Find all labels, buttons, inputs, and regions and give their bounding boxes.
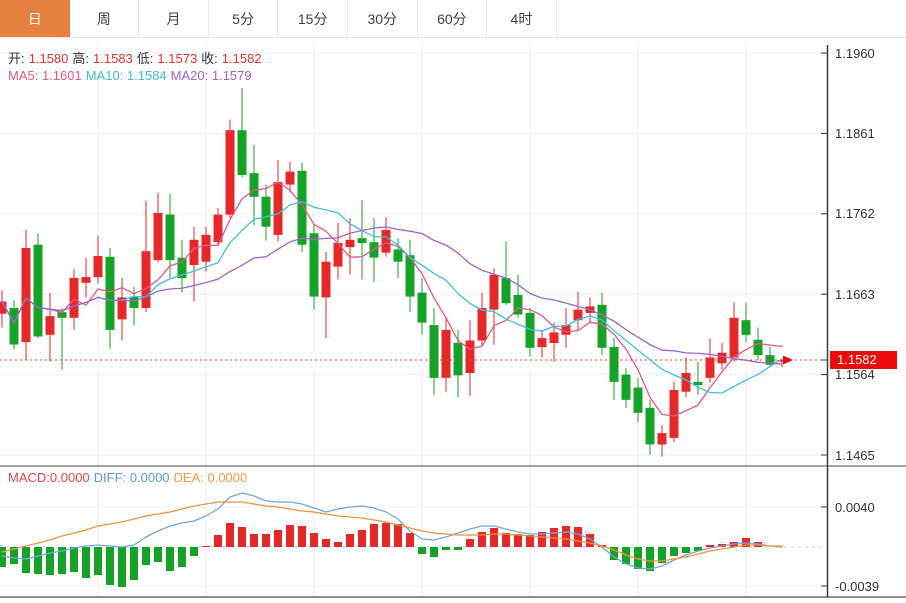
high-value: 1.1583 — [93, 51, 133, 66]
dea-value: DEA: 0.0000 — [173, 470, 248, 485]
diff-value: DIFF: 0.0000 — [93, 470, 170, 485]
candles — [0, 87, 787, 457]
grid-lines — [0, 42, 827, 597]
ma5-value: MA5: 1.1601 — [8, 68, 82, 83]
ma20-line — [1, 226, 783, 365]
low-label: 低: — [136, 51, 154, 66]
macd-tick-label-1: -0.0039 — [835, 578, 880, 594]
macd-diff-line — [1, 492, 783, 570]
ma10-line — [1, 200, 783, 394]
ohlc-legend: 开: 1.1580 高: 1.1583 低: 1.1573 收: 1.1582 — [8, 48, 266, 67]
ma20-value: MA20: 1.1579 — [170, 68, 252, 83]
chart-area: 开: 1.1580 高: 1.1583 低: 1.1573 收: 1.1582 MA5: 1.… — [0, 38, 906, 603]
tab-1[interactable]: 周 — [70, 0, 140, 37]
macd-tick-label-0: 0.0040 — [835, 499, 875, 515]
timeframe-tab-bar: 日周月 5分 15分 30分 60分 4时 — [0, 0, 906, 38]
tab-5[interactable]: 30分 — [348, 0, 418, 37]
price-tick-label-3: 1.1663 — [835, 286, 875, 302]
macd-histogram — [0, 523, 762, 587]
tab-6[interactable]: 60分 — [418, 0, 488, 37]
current-price-tag: 1.1582 — [830, 350, 897, 369]
tab-3[interactable]: 5分 — [209, 0, 279, 37]
price-tick-label-5: 1.1465 — [835, 447, 875, 463]
tab-0-selected[interactable]: 日 — [0, 0, 70, 37]
panel-borders — [0, 45, 906, 598]
open-value: 1.1580 — [28, 51, 69, 66]
tab-7[interactable]: 4时 — [487, 0, 557, 37]
open-label: 开: — [8, 51, 25, 66]
price-tick-label-1: 1.1861 — [835, 125, 875, 141]
ma5-line — [1, 181, 783, 417]
macd-legend: MACD:0.0000 DIFF: 0.0000 DEA: 0.0000 — [8, 470, 251, 485]
macd-value: MACD:0.0000 — [8, 470, 90, 485]
tab-4[interactable]: 15分 — [278, 0, 348, 37]
ma-legend: MA5: 1.1601 MA10: 1.1584 MA20: 1.1579 — [8, 68, 256, 83]
low-value: 1.1573 — [157, 51, 198, 66]
candlestick-macd-chart[interactable] — [0, 38, 906, 603]
macd-dea-line — [1, 501, 783, 562]
tab-2[interactable]: 月 — [139, 0, 209, 37]
price-tick-label-2: 1.1762 — [835, 206, 875, 222]
current-price-arrow-icon — [783, 355, 793, 365]
price-tick-label-0: 1.1960 — [835, 45, 875, 61]
high-label: 高: — [72, 51, 90, 66]
close-value: 1.1582 — [221, 51, 262, 66]
price-tick-label-4: 1.1564 — [835, 367, 875, 383]
ma10-value: MA10: 1.1584 — [85, 68, 167, 83]
close-label: 收: — [201, 51, 218, 66]
